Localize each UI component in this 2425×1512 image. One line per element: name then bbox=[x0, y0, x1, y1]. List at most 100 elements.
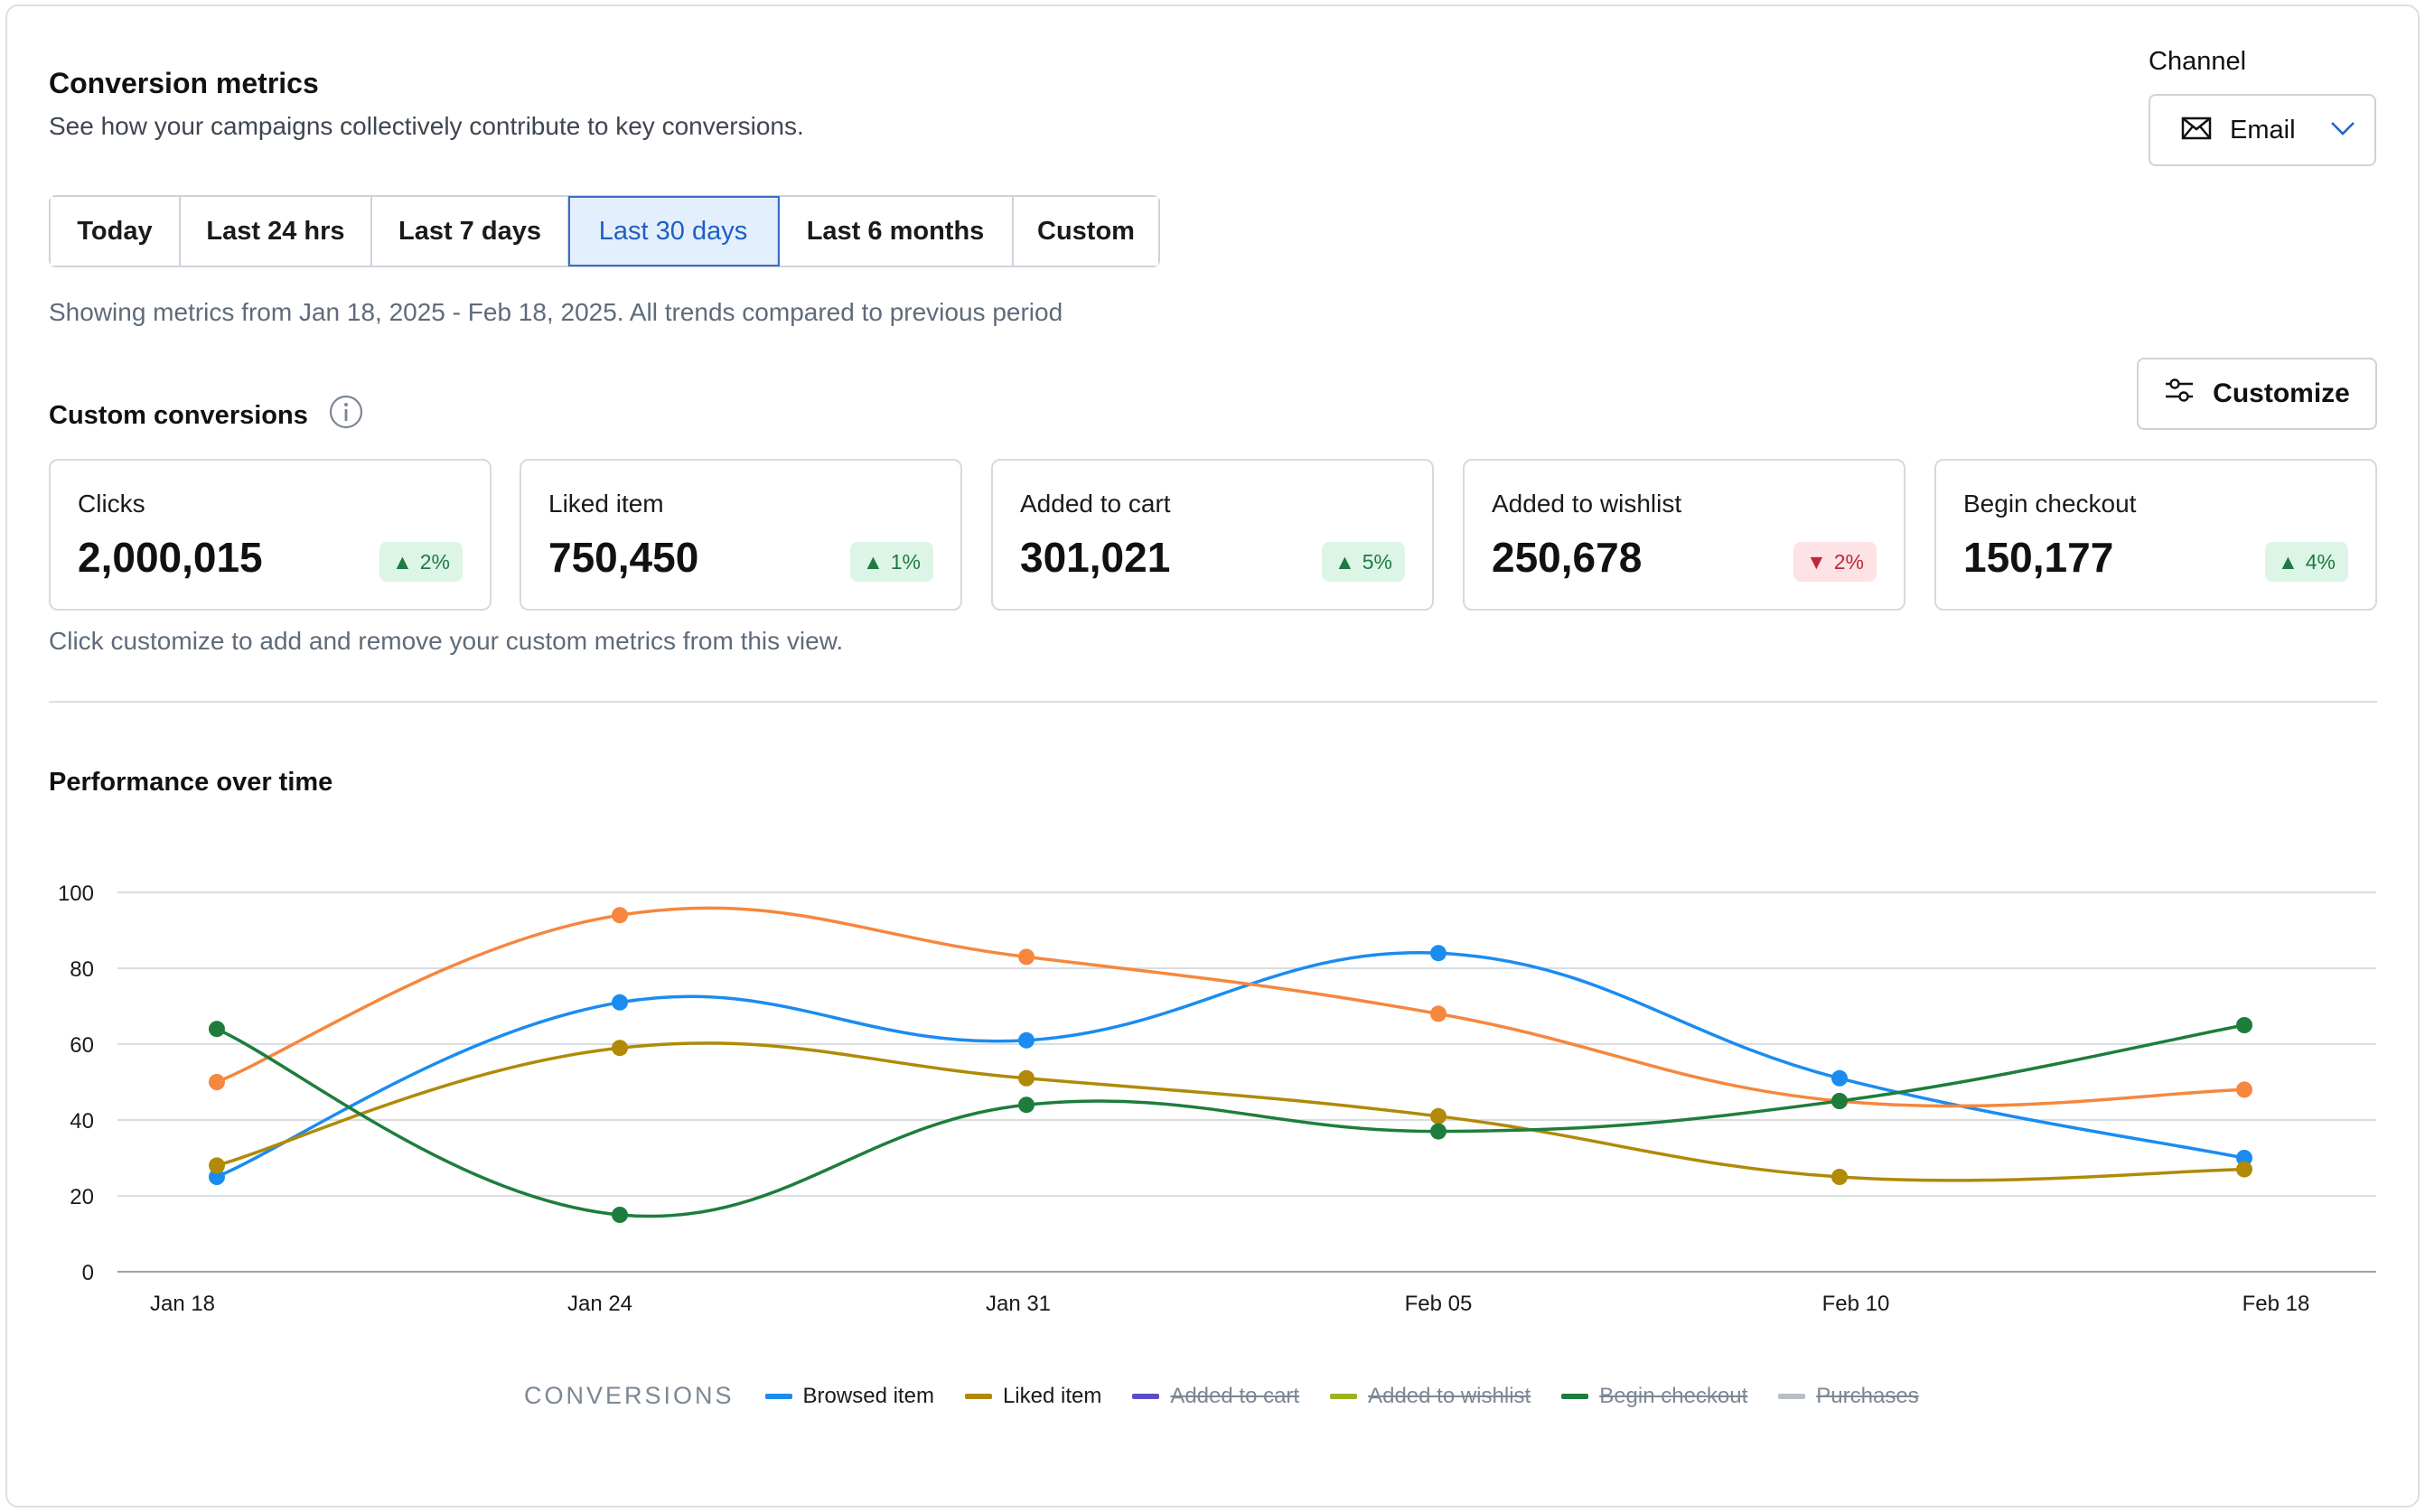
channel-label: Channel bbox=[2149, 47, 2247, 76]
metric-value: 150,177 bbox=[1963, 534, 2114, 581]
metric-cards: Clicks 2,000,015 ▲ 2% Liked item 750,450 … bbox=[49, 459, 2377, 611]
info-icon[interactable] bbox=[328, 394, 364, 437]
data-point bbox=[209, 1074, 225, 1090]
metric-label: Added to cart bbox=[1020, 490, 1171, 518]
metric-card-added-to-wishlist[interactable]: Added to wishlist 250,678 ▼ 2% bbox=[1463, 459, 1905, 611]
legend-item-browsed-item[interactable]: Browsed item bbox=[764, 1383, 934, 1409]
data-point bbox=[1430, 1005, 1447, 1022]
data-point bbox=[612, 1207, 628, 1223]
chevron-down-icon bbox=[2330, 120, 2355, 141]
legend-title: CONVERSIONS bbox=[524, 1382, 735, 1409]
legend-swatch bbox=[1778, 1393, 1806, 1399]
trend-badge: ▲ 4% bbox=[2264, 542, 2348, 582]
legend-swatch bbox=[1561, 1393, 1589, 1399]
range-custom[interactable]: Custom bbox=[1014, 197, 1158, 266]
legend-swatch bbox=[1132, 1393, 1160, 1399]
legend-label: Added to cart bbox=[1170, 1383, 1300, 1408]
trend-badge: ▲ 5% bbox=[1321, 542, 1405, 582]
data-point bbox=[1430, 1107, 1447, 1125]
data-point bbox=[209, 1157, 225, 1174]
legend-swatch bbox=[1330, 1393, 1358, 1399]
metric-label: Clicks bbox=[78, 490, 145, 518]
legend-label: Browsed item bbox=[802, 1383, 934, 1408]
envelope-icon bbox=[2181, 117, 2212, 145]
page-title: Conversion metrics bbox=[49, 67, 319, 99]
range-last-30-days[interactable]: Last 30 days bbox=[568, 196, 780, 266]
y-tick-label: 0 bbox=[82, 1261, 94, 1285]
trend-value: 2% bbox=[1833, 549, 1864, 574]
legend-item-liked-item[interactable]: Liked item bbox=[964, 1384, 1101, 1409]
x-tick-label: Jan 31 bbox=[986, 1292, 1051, 1316]
performance-line-chart: 0 20 40 60 80 100 Jan 18 Jan 24 Jan 31 Feb 05 Feb … bbox=[58, 882, 2376, 1316]
metric-value: 250,678 bbox=[1492, 534, 1643, 581]
trend-value: 4% bbox=[2305, 549, 2336, 574]
data-point bbox=[1430, 1123, 1447, 1140]
legend-label: Begin checkout bbox=[1599, 1383, 1748, 1408]
y-tick-label: 60 bbox=[70, 1033, 94, 1058]
chart-title: Performance over time bbox=[49, 768, 333, 797]
metric-label: Begin checkout bbox=[1963, 490, 2137, 518]
data-point bbox=[612, 1040, 628, 1057]
metric-value: 2,000,015 bbox=[78, 534, 263, 581]
customize-button[interactable]: Customize bbox=[2137, 358, 2377, 430]
trend-badge: ▲ 2% bbox=[379, 542, 463, 582]
data-point bbox=[2236, 1161, 2252, 1178]
trend-badge: ▲ 1% bbox=[849, 542, 933, 582]
arrow-up-icon: ▲ bbox=[391, 549, 413, 574]
data-point bbox=[1831, 1093, 1848, 1109]
range-today[interactable]: Today bbox=[51, 197, 181, 266]
data-point bbox=[209, 1021, 225, 1038]
section-divider bbox=[49, 701, 2377, 703]
data-point bbox=[1018, 1097, 1035, 1114]
data-point bbox=[1831, 1169, 1848, 1185]
legend-item-added-to-wishlist[interactable]: Added to wishlist bbox=[1330, 1384, 1531, 1409]
sliders-icon bbox=[2164, 377, 2195, 411]
customize-label: Customize bbox=[2213, 378, 2350, 408]
metric-label: Liked item bbox=[548, 490, 664, 518]
x-tick-label: Feb 10 bbox=[1822, 1292, 1890, 1316]
legend-item-added-to-cart[interactable]: Added to cart bbox=[1132, 1384, 1299, 1409]
data-point bbox=[612, 907, 628, 924]
series-line bbox=[216, 950, 2245, 1179]
y-tick-label: 20 bbox=[70, 1185, 94, 1209]
metric-card-liked-item[interactable]: Liked item 750,450 ▲ 1% bbox=[520, 459, 962, 611]
metric-card-added-to-cart[interactable]: Added to cart 301,021 ▲ 5% bbox=[991, 459, 1434, 611]
data-point bbox=[2236, 1081, 2252, 1098]
y-tick-label: 100 bbox=[58, 882, 94, 906]
range-last-6-months[interactable]: Last 6 months bbox=[779, 197, 1014, 266]
arrow-up-icon: ▲ bbox=[862, 549, 884, 574]
data-point bbox=[1430, 945, 1447, 962]
custom-conversions-label: Custom conversions bbox=[49, 400, 308, 430]
x-tick-label: Feb 18 bbox=[2242, 1292, 2310, 1316]
legend-item-begin-checkout[interactable]: Begin checkout bbox=[1561, 1384, 1747, 1409]
metric-card-begin-checkout[interactable]: Begin checkout 150,177 ▲ 4% bbox=[1934, 459, 2377, 611]
legend-swatch bbox=[764, 1393, 792, 1399]
metric-card-clicks[interactable]: Clicks 2,000,015 ▲ 2% bbox=[49, 459, 492, 611]
customize-hint: Click customize to add and remove your c… bbox=[49, 627, 844, 655]
legend-item-purchases[interactable]: Purchases bbox=[1778, 1383, 1919, 1409]
legend-swatch bbox=[964, 1393, 992, 1399]
trend-value: 5% bbox=[1362, 549, 1392, 574]
arrow-up-icon: ▲ bbox=[1334, 549, 1355, 574]
legend-label: Purchases bbox=[1816, 1383, 1919, 1408]
data-point bbox=[1018, 1069, 1035, 1087]
range-last-7-days[interactable]: Last 7 days bbox=[372, 197, 569, 266]
page-subtitle: See how your campaigns collectively cont… bbox=[49, 112, 804, 140]
data-point bbox=[1018, 948, 1035, 966]
metric-value: 750,450 bbox=[548, 534, 699, 581]
series-line bbox=[216, 906, 2245, 1108]
channel-dropdown[interactable]: Email bbox=[2149, 94, 2376, 166]
x-tick-label: Jan 24 bbox=[567, 1292, 632, 1316]
data-point bbox=[1018, 1031, 1035, 1049]
arrow-down-icon: ▼ bbox=[1805, 549, 1827, 574]
x-tick-label: Feb 05 bbox=[1405, 1292, 1473, 1316]
arrow-up-icon: ▲ bbox=[2277, 549, 2299, 574]
legend-label: Added to wishlist bbox=[1368, 1383, 1531, 1408]
data-point bbox=[2236, 1017, 2252, 1033]
data-point bbox=[612, 994, 628, 1011]
trend-value: 2% bbox=[419, 549, 450, 574]
range-last-24-hrs[interactable]: Last 24 hrs bbox=[181, 197, 372, 266]
y-tick-label: 80 bbox=[70, 957, 94, 982]
y-tick-label: 40 bbox=[70, 1109, 94, 1134]
data-point bbox=[1831, 1069, 1848, 1087]
